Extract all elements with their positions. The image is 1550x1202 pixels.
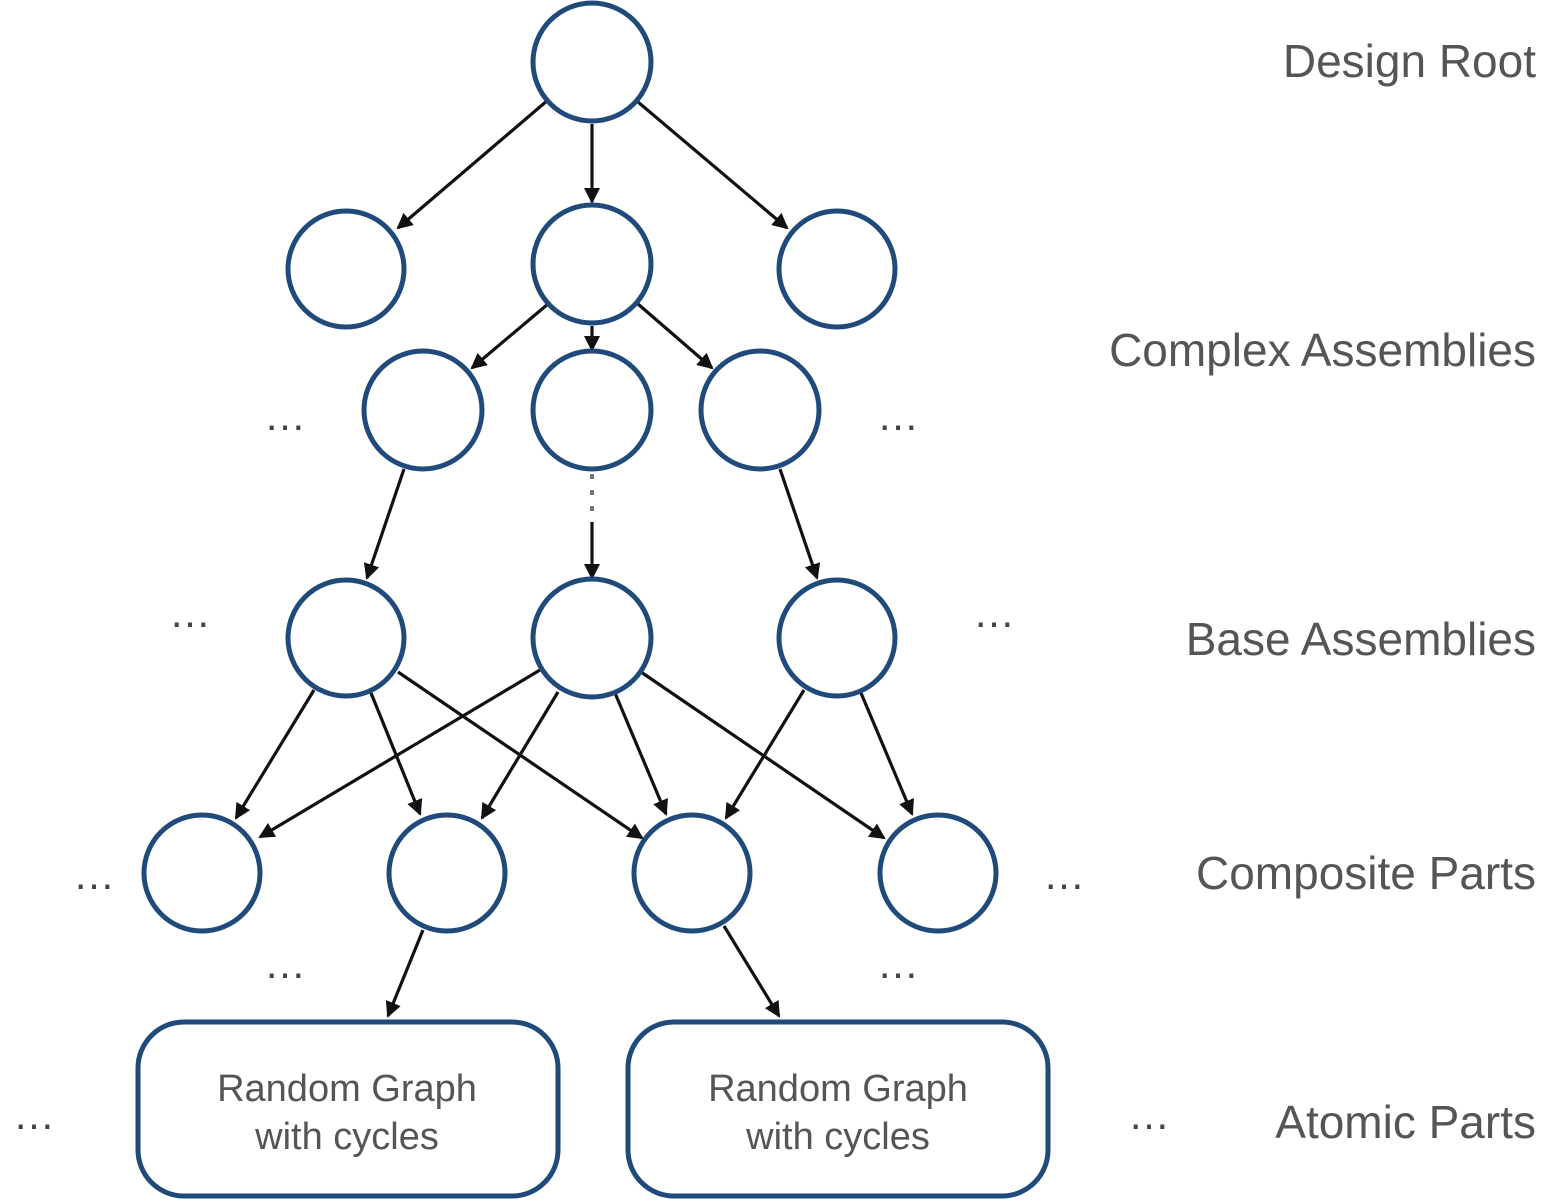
composite-part-node-3 xyxy=(631,812,753,934)
edge-complex-mid-right xyxy=(636,302,714,370)
edge-base1-cp1 xyxy=(234,689,316,820)
ellipsis-composite-left: … xyxy=(73,851,115,898)
base-assembly-node-3 xyxy=(776,577,898,699)
ellipsis-below-right: … xyxy=(877,940,919,987)
edge-complex-right-to-base xyxy=(778,468,821,580)
edge-cp2-atomic1 xyxy=(385,929,425,1018)
edges xyxy=(234,98,914,1018)
nodes xyxy=(141,0,999,934)
atomic-box-1-frame xyxy=(135,1019,561,1199)
edge-base2-cp2 xyxy=(480,691,560,820)
atomic-box-2: Random Graph with cycles xyxy=(625,1019,1051,1199)
complex-assembly-node-6 xyxy=(698,348,822,472)
ellipsis-base-right: … xyxy=(973,589,1015,636)
complex-assembly-node-2 xyxy=(530,202,654,326)
ellipsis-complex-right: … xyxy=(877,392,919,439)
ellipsis-atomic-right: … xyxy=(1128,1091,1170,1138)
base-assembly-node-2 xyxy=(530,576,654,700)
edge-base1-cp2 xyxy=(369,692,423,816)
composite-part-node-2 xyxy=(386,812,508,934)
level-labels: Design Root Complex Assemblies Base Asse… xyxy=(1109,35,1536,1148)
complex-assembly-node-5 xyxy=(530,348,654,472)
edge-cp3-atomic2 xyxy=(722,925,781,1018)
edge-base2-cp3 xyxy=(613,692,668,816)
atomic-box-1: Random Graph with cycles xyxy=(135,1019,561,1199)
ellipsis-composite-right: … xyxy=(1043,851,1085,898)
edge-complex-mid-left xyxy=(470,302,550,370)
atomic-box-1-line2: with cycles xyxy=(254,1116,439,1158)
complex-assembly-node-1 xyxy=(285,208,407,330)
label-atomic-parts: Atomic Parts xyxy=(1275,1096,1536,1148)
ellipses: … … … … … … … … … … xyxy=(13,392,1170,1138)
atomic-box-2-line2: with cycles xyxy=(745,1116,930,1158)
label-design-root: Design Root xyxy=(1283,35,1536,87)
atomic-box-2-line1: Random Graph xyxy=(708,1068,968,1110)
edge-root-left xyxy=(396,98,550,230)
edge-root-right xyxy=(636,100,789,230)
edge-base3-cp3 xyxy=(724,689,806,820)
label-complex-assemblies: Complex Assemblies xyxy=(1109,324,1536,376)
edge-base3-cp4 xyxy=(859,692,914,816)
edge-base2-cp4 xyxy=(640,670,886,840)
ellipsis-below-left: … xyxy=(264,940,306,987)
ellipsis-atomic-left: … xyxy=(13,1091,55,1138)
complex-assembly-node-3 xyxy=(776,208,898,330)
ellipsis-base-left: … xyxy=(169,589,211,636)
atomic-box-2-frame xyxy=(625,1019,1051,1199)
edge-base2-cp1 xyxy=(258,668,541,839)
ellipsis-complex-left: … xyxy=(264,392,306,439)
design-root-node xyxy=(530,0,654,124)
atomic-box-1-line1: Random Graph xyxy=(217,1068,477,1110)
label-base-assemblies: Base Assemblies xyxy=(1186,613,1536,665)
complex-assembly-node-4 xyxy=(361,348,485,472)
edge-complex-left-to-base xyxy=(363,468,406,580)
label-composite-parts: Composite Parts xyxy=(1196,847,1536,899)
composite-part-node-1 xyxy=(141,812,263,934)
base-assembly-node-1 xyxy=(285,577,407,699)
composite-part-node-4 xyxy=(877,812,999,934)
